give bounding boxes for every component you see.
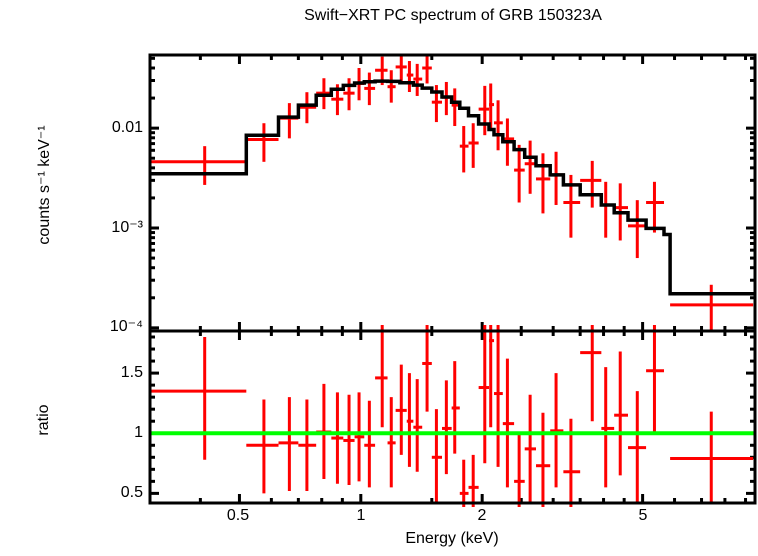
xtick-label: 5 [638, 507, 648, 524]
spectrum-y-axis-label: counts s⁻¹ keV⁻¹ [36, 125, 53, 245]
ratio-ytick-label: 1 [134, 424, 143, 441]
xtick-label: 2 [477, 507, 487, 524]
xtick-label: 1 [356, 507, 366, 524]
xtick-label: 0.5 [226, 507, 250, 524]
panel-frames [148, 53, 757, 505]
plot-title: Swift−XRT PC spectrum of GRB 150323A [304, 7, 602, 24]
spectrum-ytick-label: 0.01 [111, 119, 143, 136]
ratio-ytick-label: 1.5 [120, 364, 143, 381]
x-axis-label: Energy (keV) [405, 530, 499, 547]
ratio-ytick-label: 0.5 [120, 484, 143, 501]
ratio-data-points [150, 325, 754, 507]
spectrum-model-step-line [150, 79, 755, 296]
axis-tick-marks [150, 55, 755, 503]
ratio-panel-frame [148, 329, 757, 505]
ratio-y-axis-label: ratio [35, 404, 52, 436]
spectrum-ytick-label: 10⁻³ [111, 219, 143, 236]
spectrum-ytick-label: 10⁻⁴ [109, 318, 143, 335]
